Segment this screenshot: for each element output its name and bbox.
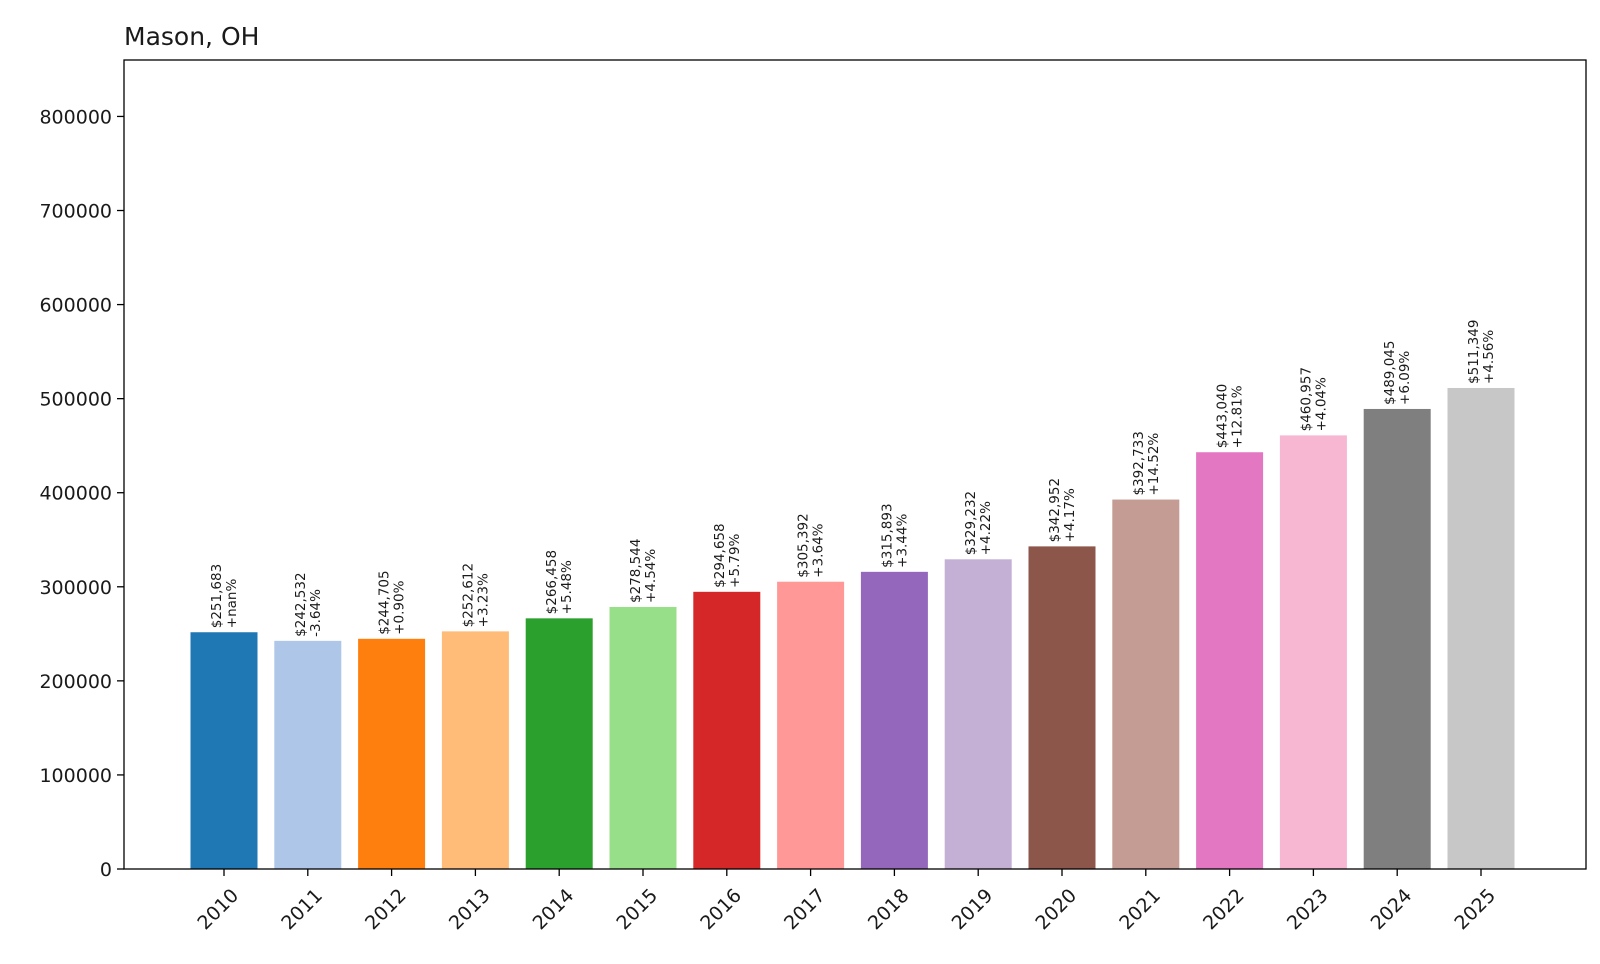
bar-2020 (1028, 546, 1096, 869)
x-tick-label-2012: 2012 (361, 885, 411, 935)
bar-label-2016: $294,658+5.79% (712, 523, 743, 587)
bar-label-2021: $392,733+14.52% (1131, 431, 1162, 495)
x-tick-label-2014: 2014 (529, 885, 579, 935)
bar-label-2013: $252,612+3.23% (460, 563, 491, 627)
x-tick-label-2020: 2020 (1031, 885, 1081, 935)
x-tick-label-2016: 2016 (696, 885, 746, 935)
bar-2021 (1112, 499, 1180, 869)
y-tick-label: 100000 (39, 765, 112, 787)
bar-label-2010: $251,683+nan% (209, 564, 240, 628)
bar-label-2024: $489,045+6.09% (1382, 341, 1413, 405)
chart-title: Mason, OH (124, 22, 259, 51)
y-tick-label: 200000 (39, 671, 112, 693)
bar-2011 (274, 640, 342, 869)
y-tick-label: 700000 (39, 201, 112, 223)
x-tick-label-2022: 2022 (1199, 885, 1249, 935)
bar-2010 (190, 632, 258, 869)
x-axis: 2010 2011 2012 2013 2014 2015 2016 2017 2018 2019… (193, 869, 1500, 934)
x-tick-label-2025: 2025 (1450, 885, 1500, 935)
x-tick-label-2021: 2021 (1115, 885, 1165, 935)
bar-2014 (525, 618, 593, 869)
bar-2016 (693, 591, 761, 869)
bar-label-2014: $266,458+5.48% (544, 550, 575, 614)
x-tick-label-2018: 2018 (864, 885, 914, 935)
bar-label-2025: $511,349+4.56% (1466, 320, 1497, 384)
bar-2013 (441, 631, 509, 869)
y-tick-label: 0 (100, 859, 112, 881)
y-tick-label: 300000 (39, 577, 112, 599)
bar-2018 (860, 571, 928, 869)
y-tick-label: 800000 (39, 106, 112, 128)
bar-label-2018: $315,893+3.44% (879, 503, 910, 567)
y-tick-label: 500000 (39, 389, 112, 411)
bar-2015 (609, 606, 677, 869)
x-tick-label-2023: 2023 (1283, 885, 1333, 935)
bar-label-2022: $443,040+12.81% (1215, 384, 1246, 448)
bar-label-2023: $460,957+4.04% (1298, 367, 1329, 431)
bar-2023 (1279, 435, 1347, 869)
bar-label-2019: $329,232+4.22% (963, 491, 994, 555)
bar-2017 (777, 581, 845, 869)
bar-label-2012: $244,705+0.90% (377, 570, 408, 634)
x-tick-label-2015: 2015 (612, 885, 662, 935)
x-tick-label-2017: 2017 (780, 885, 830, 935)
bars-layer (190, 387, 1515, 869)
bar-2022 (1196, 452, 1264, 869)
bar-label-2011: $242,532-3.64% (293, 572, 324, 636)
x-tick-label-2013: 2013 (445, 885, 495, 935)
bar-label-2020: $342,952+4.17% (1047, 478, 1078, 542)
x-tick-label-2010: 2010 (193, 885, 243, 935)
plot-frame (123, 59, 1587, 870)
bar-2012 (358, 638, 426, 869)
bar-labels-layer: $251,683+nan% $242,532-3.64% $244,705+0.90… (209, 320, 1497, 637)
bar-2025 (1447, 387, 1515, 869)
bar-2019 (944, 559, 1012, 869)
y-axis: 0 100000 200000 300000 400000 500000 600000 700… (39, 106, 124, 881)
y-tick-label: 600000 (39, 295, 112, 317)
bar-label-2015: $278,544+4.54% (628, 539, 659, 603)
x-tick-label-2024: 2024 (1367, 885, 1417, 935)
x-tick-label-2019: 2019 (948, 885, 998, 935)
bar-2024 (1363, 408, 1431, 869)
x-tick-label-2011: 2011 (277, 885, 327, 935)
y-tick-label: 400000 (39, 483, 112, 505)
bar-label-2017: $305,392+3.64% (796, 513, 827, 577)
